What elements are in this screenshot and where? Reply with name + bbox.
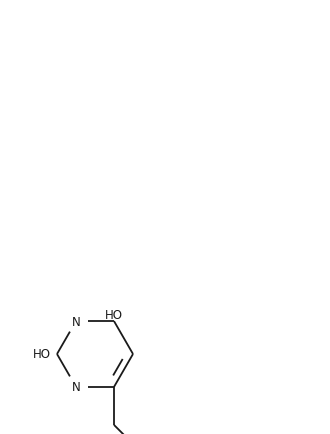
Text: N: N <box>72 381 81 394</box>
Text: N: N <box>72 315 81 328</box>
Text: HO: HO <box>105 308 123 321</box>
Text: HO: HO <box>33 348 51 361</box>
